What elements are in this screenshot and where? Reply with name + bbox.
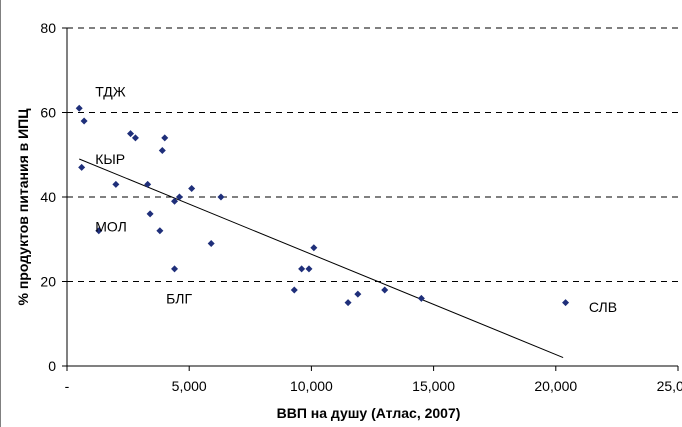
data-point [80,117,88,125]
data-point [381,286,389,294]
data-point [175,193,183,201]
y-axis-title: % продуктов питания в ИПЦ [15,108,31,306]
data-point [305,265,313,273]
y-tick-label: 40 [40,189,56,205]
x-axis-ticks: - 5,000 10,000 15,000 20,000 25,000 [65,366,682,394]
data-point [161,134,169,142]
country-annotations: ТДЖ КЫР МОЛ БЛГ СЛВ [95,83,617,314]
annotation-label: ТДЖ [95,83,126,99]
data-point [354,290,362,298]
data-point [158,147,166,155]
data-point [310,244,318,252]
annotation-label: КЫР [95,151,125,167]
gridlines [67,27,678,282]
data-point [112,180,120,188]
x-tick-label: 10,000 [290,378,333,394]
data-point [171,197,179,205]
x-tick-label: 15,000 [412,378,455,394]
x-axis-title: ВВП на душу (Атлас, 2007) [277,405,461,421]
y-tick-label: 80 [40,20,56,36]
data-point [290,286,298,294]
data-point [127,130,135,138]
data-point [78,163,86,171]
data-point [417,294,425,302]
x-tick-label: - [65,378,70,394]
data-point [171,265,179,273]
data-point [344,299,352,307]
y-tick-label: 0 [48,358,56,374]
y-tick-label: 60 [40,105,56,121]
data-point [95,227,103,235]
data-point [146,210,154,218]
data-point [207,239,215,247]
annotation-label: БЛГ [166,290,192,306]
data-point [144,180,152,188]
data-point [188,185,196,193]
annotation-label: МОЛ [95,219,127,235]
data-point [298,265,306,273]
annotation-label: СЛВ [589,299,617,315]
data-point [156,227,164,235]
data-points [75,104,570,307]
trend-line [79,158,564,359]
x-tick-label: 5,000 [172,378,207,394]
y-axis-ticks: 0 20 40 60 80 [40,20,67,374]
x-tick-label: 25,000 [657,378,682,394]
y-tick-label: 20 [40,274,56,290]
data-point [217,193,225,201]
x-tick-label: 20,000 [534,378,577,394]
data-point [131,134,139,142]
data-point [562,299,570,307]
data-point [75,104,83,112]
